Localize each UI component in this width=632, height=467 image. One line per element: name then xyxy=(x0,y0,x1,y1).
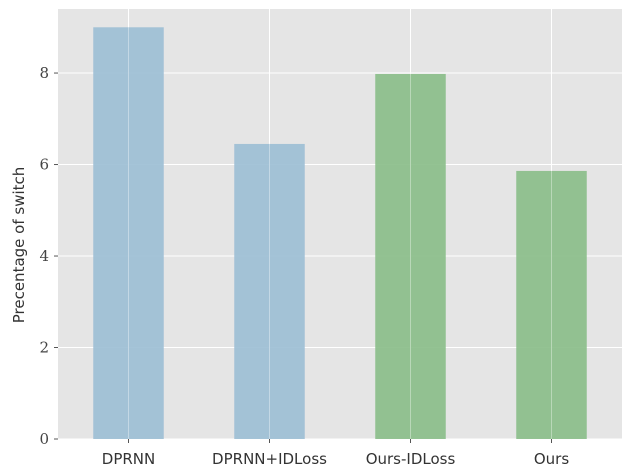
y-tick-label: 2 xyxy=(39,339,49,357)
bars-group xyxy=(93,27,587,440)
x-tick-label: Ours-IDLoss xyxy=(366,450,456,467)
y-ticks: 0 2 4 6 8 xyxy=(39,64,58,448)
y-axis-label: Precentage of switch xyxy=(10,167,28,324)
x-tick-label: Ours xyxy=(534,450,569,467)
y-tick-label: 0 xyxy=(39,430,49,448)
y-tick-label: 6 xyxy=(39,156,49,174)
x-tick-label: DPRNN xyxy=(102,450,155,467)
y-tick-label: 8 xyxy=(39,64,49,82)
x-tick-label: DPRNN+IDLoss xyxy=(212,450,327,467)
bar-ours-idloss xyxy=(375,73,446,439)
bar-ours xyxy=(516,170,587,440)
bar-dprnn xyxy=(93,27,164,439)
x-ticks: DPRNN DPRNN+IDLoss Ours-IDLoss Ours xyxy=(102,439,569,467)
y-tick-label: 4 xyxy=(39,247,49,265)
bar-dprnn-idloss xyxy=(234,143,305,439)
